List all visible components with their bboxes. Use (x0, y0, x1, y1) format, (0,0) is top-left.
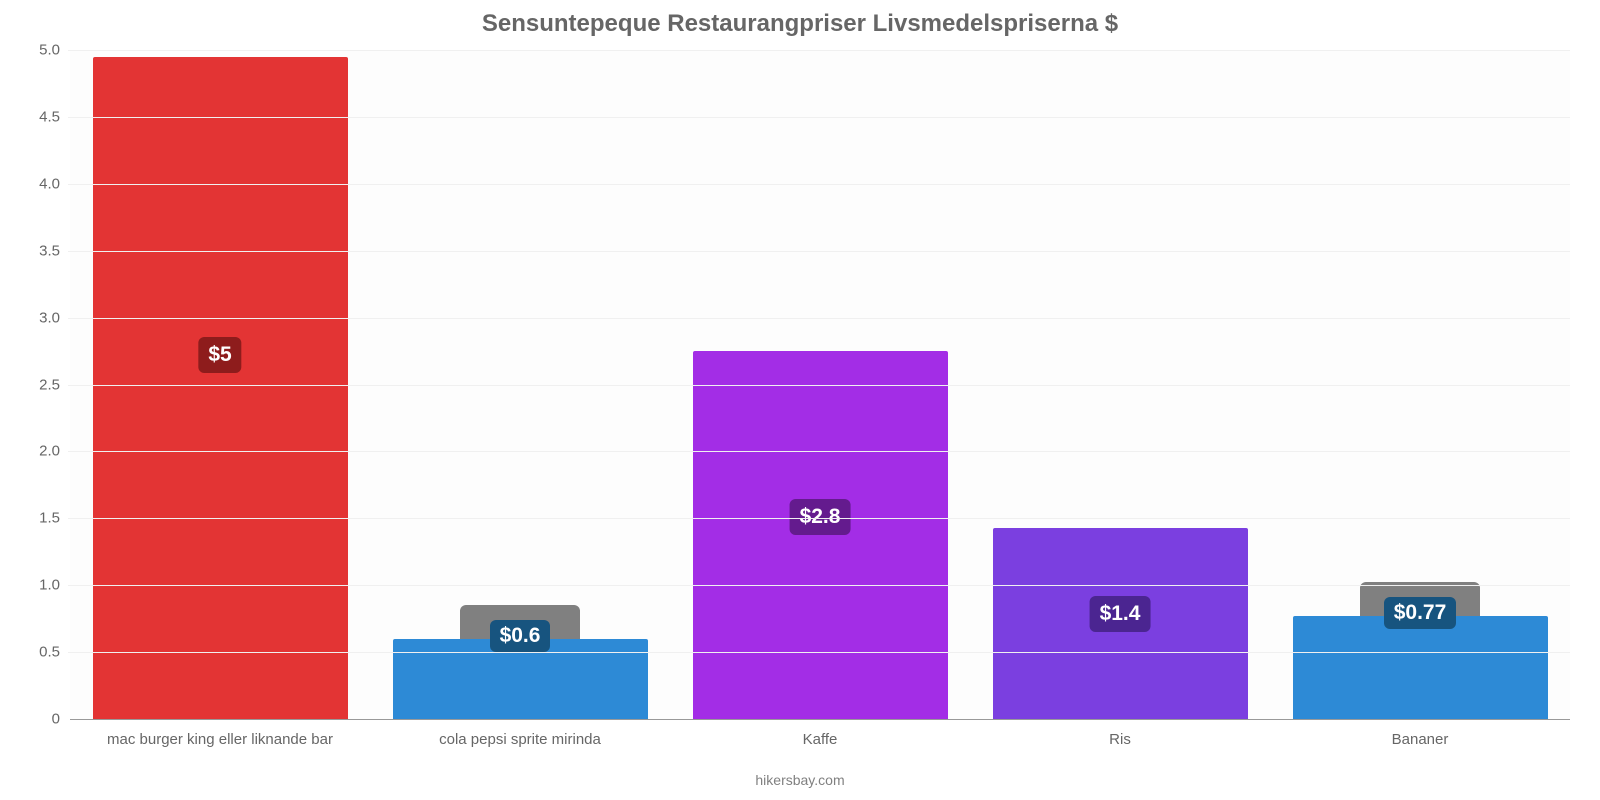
gridline (68, 585, 1570, 586)
price-chart: Sensuntepeque Restaurangpriser Livsmedel… (0, 0, 1600, 800)
gridline (68, 50, 1570, 51)
chart-credit: hikersbay.com (0, 772, 1600, 788)
y-tick-label: 0 (15, 711, 60, 728)
y-tick-label: 2.0 (15, 443, 60, 460)
gridline (68, 652, 1570, 653)
bar: $1.4 (993, 528, 1248, 719)
x-tick-label: Bananer (1270, 719, 1570, 748)
plot-area: $5mac burger king eller liknande bar$0.6… (70, 50, 1570, 720)
value-badge: $2.8 (790, 499, 851, 535)
y-tick-label: 5.0 (15, 42, 60, 59)
gridline (68, 385, 1570, 386)
y-tick-label: 4.5 (15, 108, 60, 125)
gridline (68, 251, 1570, 252)
gridline (68, 184, 1570, 185)
y-tick-label: 4.0 (15, 175, 60, 192)
y-tick-label: 2.5 (15, 376, 60, 393)
gridline (68, 318, 1570, 319)
bar: $2.8 (693, 351, 948, 719)
gridline (68, 117, 1570, 118)
value-badge-text: $0.6 (490, 620, 551, 652)
y-tick-label: 1.5 (15, 510, 60, 527)
y-tick-label: 3.5 (15, 242, 60, 259)
x-tick-label: cola pepsi sprite mirinda (370, 719, 670, 748)
chart-title: Sensuntepeque Restaurangpriser Livsmedel… (0, 0, 1600, 38)
y-tick-label: 3.0 (15, 309, 60, 326)
bar: $0.6 (393, 639, 648, 719)
value-badge: $1.4 (1090, 596, 1151, 632)
x-tick-label: Kaffe (670, 719, 970, 748)
value-badge: $5 (198, 337, 241, 373)
value-badge: $0.6 (460, 605, 580, 639)
gridline (68, 518, 1570, 519)
bar: $0.77 (1293, 616, 1548, 719)
y-tick-label: 0.5 (15, 644, 60, 661)
y-tick-label: 1.0 (15, 577, 60, 594)
value-badge: $0.77 (1360, 582, 1480, 616)
value-badge-text: $0.77 (1384, 597, 1457, 629)
gridline (68, 451, 1570, 452)
x-tick-label: Ris (970, 719, 1270, 748)
x-tick-label: mac burger king eller liknande bar (70, 719, 370, 748)
bar: $5 (93, 57, 348, 719)
